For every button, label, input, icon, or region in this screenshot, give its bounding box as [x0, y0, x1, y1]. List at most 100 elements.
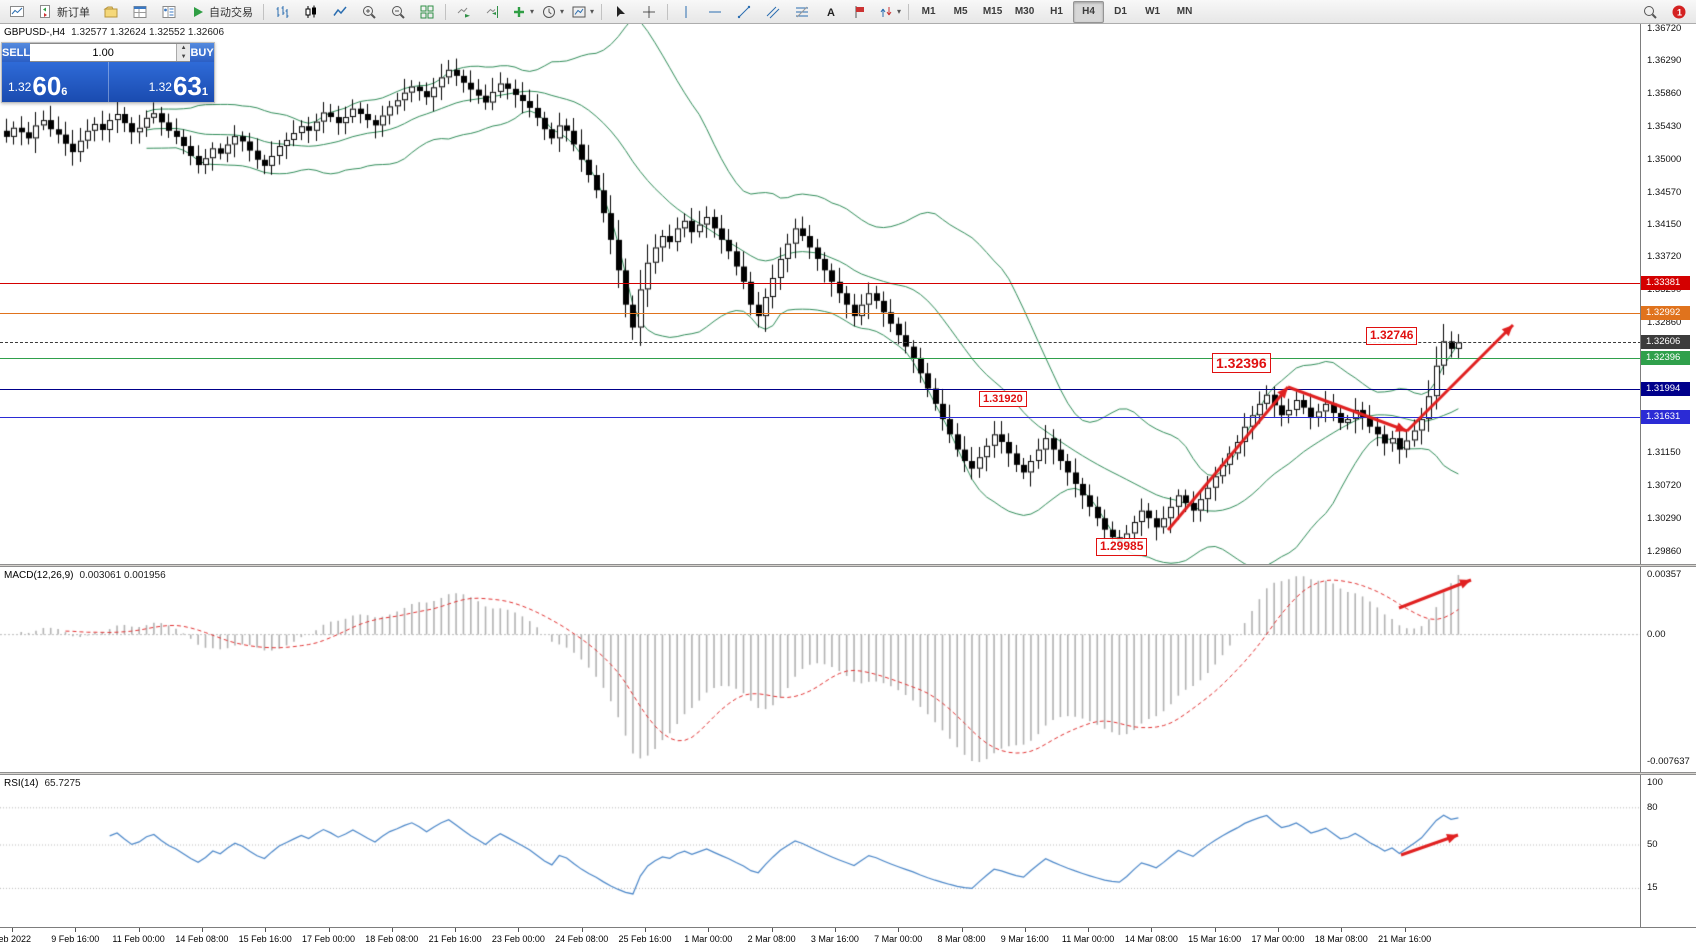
periods-clock-icon	[543, 5, 556, 18]
price-annotation-label[interactable]: 1.32396	[1212, 353, 1271, 374]
cursor-button[interactable]	[606, 1, 634, 23]
timeframe-m5-button[interactable]: M5	[953, 6, 968, 17]
equidistant-channel-button[interactable]	[759, 1, 787, 23]
timeframe-h1-button[interactable]: H1	[1050, 6, 1063, 17]
rsi-title: RSI(14)	[4, 778, 39, 789]
chart-shift-button[interactable]	[479, 1, 507, 23]
search-icon	[1644, 5, 1657, 19]
buy-price[interactable]: 1.32 63 1	[109, 62, 215, 102]
volume-input[interactable]	[30, 44, 177, 61]
timeframe-mn-button[interactable]: MN	[1176, 6, 1193, 17]
price-level-line[interactable]	[0, 416, 1641, 418]
rsi-pane[interactable]: RSI(14) 65.7275	[0, 775, 1641, 927]
text-label-button[interactable]	[846, 1, 874, 23]
time-axis[interactable]: Feb 2022 9 Feb 16:00 11 Feb 00:00 14 Feb 08…	[0, 927, 1696, 951]
price-level-line[interactable]	[0, 283, 1641, 285]
price-annotation-label[interactable]: 1.32746	[1366, 327, 1418, 345]
main-chart-canvas[interactable]	[0, 24, 1641, 564]
crosshair-icon	[643, 5, 656, 18]
fibonacci-button[interactable]	[788, 1, 816, 23]
time-axis-label: 11 Mar 00:00	[1061, 934, 1115, 944]
price-level-line[interactable]	[0, 389, 1641, 391]
price-axis-tick: 1.35000	[1647, 153, 1682, 165]
buy-price-big: 63	[172, 71, 202, 101]
price-level-line[interactable]	[0, 358, 1641, 360]
vertical-line-button[interactable]	[672, 1, 700, 23]
text-label-flag-icon	[855, 5, 865, 18]
text-tool-icon: A	[827, 7, 835, 19]
bar-chart-button[interactable]	[268, 1, 296, 23]
time-axis-tick	[75, 928, 77, 932]
macd-canvas[interactable]	[0, 567, 1641, 772]
profiles-button[interactable]	[97, 1, 125, 23]
time-axis-label: 15 Feb 16:00	[238, 934, 292, 944]
time-axis-tick	[898, 928, 900, 932]
time-axis-label: Feb 2022	[0, 934, 32, 944]
market-watch-button[interactable]	[126, 1, 154, 23]
profiles-icon	[103, 6, 118, 17]
timeframe-m1-button[interactable]: M1	[921, 6, 936, 17]
time-axis-label: 11 Feb 00:00	[112, 934, 165, 944]
buy-button[interactable]: BUY	[190, 43, 214, 62]
notifications-button[interactable]: 1	[1665, 1, 1693, 23]
sell-price-big: 60	[32, 71, 62, 101]
time-axis-label: 9 Feb 16:00	[51, 934, 100, 944]
timeframe-h4-button[interactable]: H4	[1073, 0, 1105, 23]
new-chart-button[interactable]	[3, 1, 31, 23]
price-level-line[interactable]	[0, 312, 1641, 314]
indicators-button[interactable]: ▾	[508, 1, 537, 23]
price-axis-tick: 1.31150	[1647, 447, 1681, 459]
price-axis-tick: 1.32860	[1647, 316, 1682, 328]
pane-separator[interactable]	[0, 564, 1696, 567]
tile-windows-button[interactable]	[413, 1, 441, 23]
macd-axis-tick: 0.00	[1647, 628, 1666, 640]
periods-button[interactable]: ▾	[538, 1, 567, 23]
price-axis-tick: 1.34570	[1647, 186, 1682, 198]
volume-decrease-button[interactable]: ▼	[177, 52, 191, 61]
search-button[interactable]	[1636, 1, 1664, 23]
buy-price-base: 1.32	[148, 80, 172, 94]
crosshair-button[interactable]	[635, 1, 663, 23]
volume-increase-button[interactable]: ▲	[177, 44, 191, 53]
time-axis-label: 14 Mar 08:00	[1124, 934, 1178, 944]
navigator-button[interactable]	[155, 1, 183, 23]
time-axis-label: 9 Mar 16:00	[1000, 934, 1049, 944]
new-order-button[interactable]: 新订单	[32, 1, 96, 23]
trendline-button[interactable]	[730, 1, 758, 23]
templates-button[interactable]: ▾	[568, 1, 597, 23]
rsi-canvas[interactable]	[0, 775, 1641, 927]
equidistant-channel-icon	[766, 6, 780, 18]
auto-trading-button[interactable]: 自动交易	[184, 1, 259, 23]
timeframe-m15-button[interactable]: M15	[982, 6, 1003, 17]
fibonacci-icon	[796, 6, 809, 17]
time-axis-label: 2 Mar 08:00	[747, 934, 796, 944]
time-axis-tick	[645, 928, 646, 932]
text-tool-button[interactable]: A	[817, 1, 845, 23]
zoom-in-button[interactable]	[355, 1, 383, 23]
timeframe-w1-button[interactable]: W1	[1145, 6, 1161, 17]
price-annotation-label[interactable]: 1.31920	[979, 391, 1027, 408]
main-chart-pane[interactable]: GBPUSD-,H4 1.32577 1.32624 1.32552 1.3260…	[0, 24, 1641, 564]
zoom-out-button[interactable]	[384, 1, 412, 23]
price-axis[interactable]: 1.36720 1.36290 1.35860 1.35430 1.35000 1.345…	[1640, 23, 1696, 950]
arrows-tool-button[interactable]: ▾	[875, 1, 904, 23]
vertical-line-icon	[685, 5, 687, 18]
timeframe-m30-button[interactable]: M30	[1014, 6, 1035, 17]
horizontal-line-button[interactable]	[701, 1, 729, 23]
pane-separator[interactable]	[0, 772, 1696, 775]
auto-scroll-button[interactable]	[450, 1, 478, 23]
line-chart-button[interactable]	[326, 1, 354, 23]
candlestick-chart-button[interactable]	[297, 1, 325, 23]
new-chart-icon	[10, 5, 24, 17]
rsi-axis-tick: 50	[1647, 839, 1658, 850]
symbol-timeframe-label: GBPUSD-,H4	[4, 27, 66, 38]
price-level-label: 1.33381	[1641, 276, 1690, 291]
sell-price[interactable]: 1.32 60 6	[2, 62, 108, 102]
svg-text:A: A	[827, 7, 835, 19]
macd-pane[interactable]: MACD(12,26,9) 0.003061 0.001956	[0, 567, 1641, 772]
timeframe-d1-button[interactable]: D1	[1114, 6, 1127, 17]
price-annotation-label[interactable]: 1.29985	[1096, 538, 1148, 556]
new-order-icon	[40, 4, 50, 18]
bar-chart-icon	[276, 5, 289, 18]
sell-button[interactable]: SELL	[2, 43, 31, 62]
